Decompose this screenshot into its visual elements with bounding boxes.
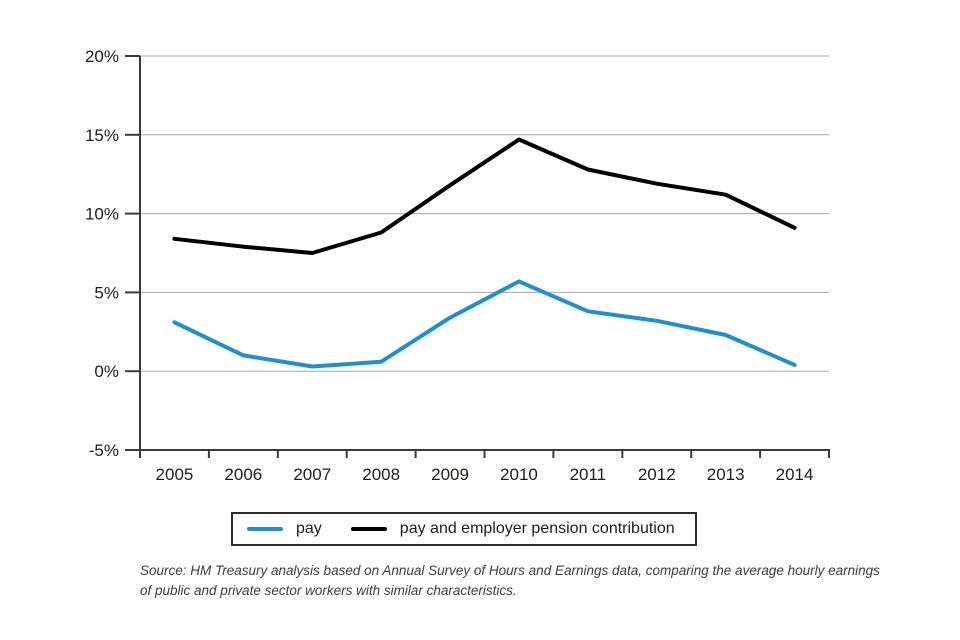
plot-svg: 20% 15% 10% 5% 0% -5% 2005 2006 2007 2008 2009 2010…	[85, 47, 830, 484]
pay-line	[172, 279, 797, 369]
x-tick-label: 2012	[638, 465, 676, 484]
x-tick-label: 2010	[500, 465, 538, 484]
x-tick-label: 2008	[362, 465, 400, 484]
legend-item-pay: pay	[247, 520, 322, 538]
y-tick-label: 15%	[85, 126, 119, 145]
x-tick-label: 2014	[776, 465, 814, 484]
x-tick-label: 2009	[431, 465, 469, 484]
y-tick-label: 10%	[85, 205, 119, 224]
x-tick-label: 2011	[570, 465, 607, 484]
y-tick-label: 0%	[94, 362, 119, 381]
source-note-line-2: of public and private sector workers wit…	[140, 582, 517, 598]
y-tick-label: 5%	[94, 283, 119, 302]
y-tick-label: -5%	[89, 441, 119, 460]
pension-line	[172, 137, 797, 255]
legend-item-pension: pay and employer pension contribution	[350, 520, 675, 538]
x-tick-label: 2006	[224, 465, 262, 484]
legend-label-pay: pay	[296, 520, 322, 537]
legend: pay pay and employer pension contributio…	[231, 512, 697, 546]
x-tick-label: 2013	[707, 465, 745, 484]
source-note-line-1: Source: HM Treasury analysis based on An…	[140, 563, 880, 578]
y-tick-label: 20%	[85, 47, 119, 66]
pension-line-swatch	[350, 527, 387, 531]
source-note: Source: HM Treasury analysis based on An…	[140, 561, 880, 600]
pay-line-swatch	[247, 527, 283, 531]
x-tick-label: 2007	[293, 465, 331, 484]
legend-label-pension: pay and employer pension contribution	[399, 520, 675, 537]
x-tick-label: 2005	[156, 465, 194, 484]
